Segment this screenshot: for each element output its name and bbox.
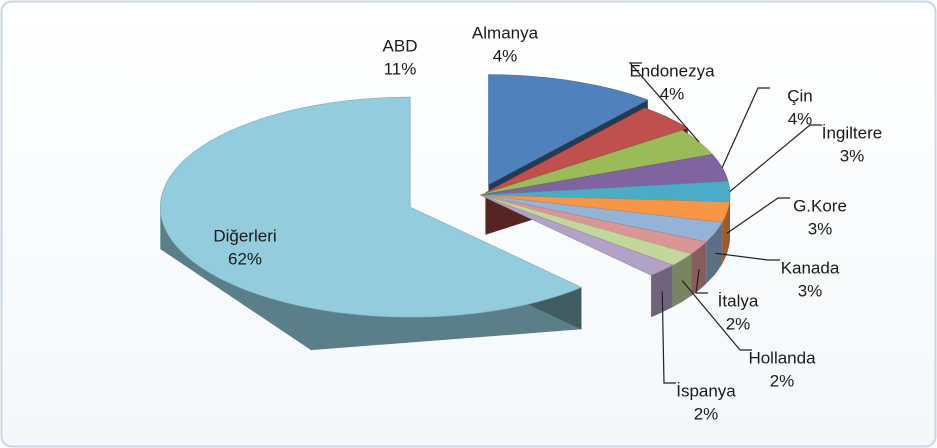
slice bbox=[160, 96, 583, 318]
pie-tops bbox=[160, 74, 731, 318]
data-label-name: Endonezya bbox=[629, 61, 715, 80]
data-label-value: 3% bbox=[840, 146, 865, 165]
data-label-name: İngiltere bbox=[822, 123, 882, 142]
leader-line bbox=[695, 268, 708, 294]
slice bbox=[479, 194, 707, 255]
slice-side bbox=[722, 201, 730, 265]
leader-line bbox=[628, 62, 700, 143]
leader-line bbox=[715, 252, 780, 261]
data-label-name: İspanya bbox=[676, 381, 736, 400]
slice-side bbox=[160, 207, 582, 351]
slice bbox=[479, 129, 713, 196]
slice-side bbox=[672, 253, 692, 308]
data-label-value: 4% bbox=[788, 109, 813, 128]
data-label-name: Diğerleri bbox=[213, 226, 276, 245]
data-label-name: Almanya bbox=[472, 23, 539, 42]
data-label-name: İtalya bbox=[718, 291, 759, 310]
data-label-value: 62% bbox=[228, 249, 262, 268]
leader-line bbox=[726, 197, 790, 234]
data-label-name: Kanada bbox=[781, 258, 840, 277]
data-label-value: 3% bbox=[808, 219, 833, 238]
slice bbox=[479, 194, 674, 276]
data-label-name: ABD bbox=[383, 36, 418, 55]
data-label-name: Çin bbox=[787, 86, 813, 105]
slice bbox=[479, 194, 723, 243]
leader-line bbox=[721, 87, 770, 168]
slice bbox=[479, 154, 729, 196]
slice-side bbox=[706, 222, 723, 284]
data-label-value: 2% bbox=[770, 371, 795, 390]
slice bbox=[479, 194, 692, 266]
data-label-value: 4% bbox=[493, 46, 518, 65]
slice-side bbox=[651, 265, 673, 318]
leader-line bbox=[661, 291, 676, 384]
data-label-value: 2% bbox=[694, 404, 719, 423]
slice bbox=[485, 107, 689, 194]
slice bbox=[488, 74, 649, 186]
data-label-value: 3% bbox=[798, 281, 823, 300]
data-label-value: 4% bbox=[660, 84, 685, 103]
leader-line bbox=[681, 280, 752, 351]
data-label-name: Hollanda bbox=[748, 348, 816, 367]
slice-side bbox=[691, 241, 707, 296]
leader-line bbox=[729, 124, 822, 193]
data-label-value: 2% bbox=[726, 314, 751, 333]
data-label-value: 11% bbox=[384, 59, 417, 78]
data-label-name: G.Kore bbox=[793, 196, 847, 215]
labels: ABD 11% Almanya 4% Endonezya 4% Çin 4% İngiltere… bbox=[213, 23, 882, 423]
